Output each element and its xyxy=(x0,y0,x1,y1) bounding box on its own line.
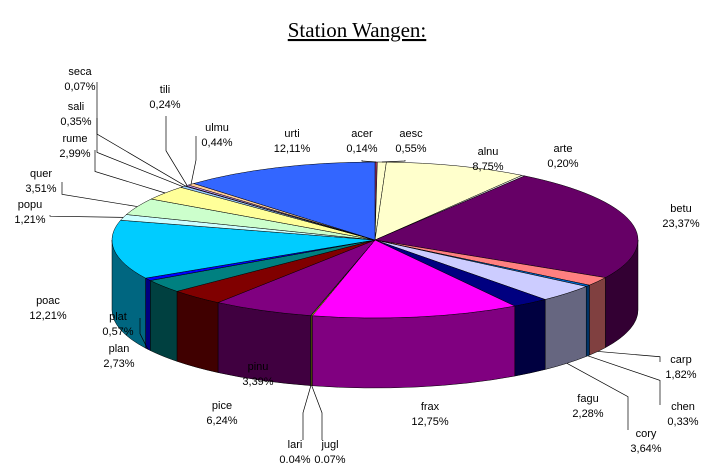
slice-label: rume xyxy=(62,133,87,145)
slice-label: urti xyxy=(284,128,299,140)
leader-line xyxy=(96,82,186,187)
slice-label: seca xyxy=(68,66,92,78)
slice-value-label: 12,21% xyxy=(29,310,67,322)
slice-value-label: 8,75% xyxy=(472,161,503,173)
pie-side xyxy=(589,277,606,356)
slice-label: frax xyxy=(421,401,440,413)
slice-value-label: 3,64% xyxy=(630,443,661,455)
slice-label: pinu xyxy=(248,361,269,373)
slice-label: pice xyxy=(212,400,232,412)
slice-value-label: 0,35% xyxy=(60,116,91,128)
slice-label: alnu xyxy=(478,146,499,158)
leader-line xyxy=(381,160,406,163)
leader-line xyxy=(49,215,124,218)
pie-side xyxy=(585,284,590,357)
slice-value-label: 12,75% xyxy=(411,416,449,428)
leader-line xyxy=(94,150,166,194)
leader-line xyxy=(587,355,661,405)
pie-side xyxy=(514,299,546,377)
leader-line xyxy=(361,160,377,163)
leader-line xyxy=(190,136,197,185)
slice-value-label: 1,21% xyxy=(14,214,45,226)
slice-label: tili xyxy=(160,84,170,96)
slice-value-label: 3,39% xyxy=(242,376,273,388)
slice-label: lari xyxy=(288,439,303,451)
slice-label: ulmu xyxy=(205,122,229,134)
slice-label: chen xyxy=(671,401,695,413)
slice-value-label: 3,51% xyxy=(25,183,56,195)
pie-side xyxy=(217,302,311,386)
leader-line xyxy=(165,116,188,186)
slice-value-label: 2,73% xyxy=(103,358,134,370)
chart-title: Station Wangen: xyxy=(288,18,427,42)
leader-line xyxy=(311,385,323,440)
slice-value-label: 0.07% xyxy=(314,454,345,465)
slice-label: poac xyxy=(36,295,60,307)
pie-slice xyxy=(192,161,376,241)
slice-label: arte xyxy=(554,143,573,155)
slice-label: betu xyxy=(670,203,691,215)
pie-side xyxy=(544,286,587,370)
slice-label: aesc xyxy=(399,128,423,140)
slice-label: acer xyxy=(351,128,373,140)
slice-label: quer xyxy=(30,168,52,180)
slice-value-label: 0,24% xyxy=(149,99,180,111)
pie-side xyxy=(145,277,151,351)
slice-label: plan xyxy=(109,343,130,355)
slice-value-label: 6,24% xyxy=(206,415,237,427)
slice-label: fagu xyxy=(577,393,598,405)
pie-side xyxy=(176,290,219,373)
slice-value-label: 2,99% xyxy=(59,148,90,160)
slice-value-label: 0,57% xyxy=(102,326,133,338)
slice-value-label: 12,11% xyxy=(274,143,311,155)
slice-label: plat xyxy=(109,311,127,323)
slice-value-label: 0,55% xyxy=(395,143,426,155)
leader-line xyxy=(302,385,312,440)
slice-label: sali xyxy=(68,101,85,113)
leader-line xyxy=(139,318,149,350)
slice-value-label: 0,33% xyxy=(667,416,698,428)
pie-side xyxy=(150,280,178,362)
pie-slice xyxy=(374,175,639,278)
slice-label: jugl xyxy=(320,439,338,451)
leader-line xyxy=(566,363,629,430)
slice-label: popu xyxy=(18,199,42,211)
pie-side xyxy=(312,305,516,389)
slice-value-label: 2,28% xyxy=(572,408,603,420)
slice-value-label: 0.04% xyxy=(279,454,310,465)
pie-slice xyxy=(311,239,516,319)
leader-line xyxy=(597,351,661,362)
pie-slice xyxy=(374,161,523,241)
slice-label: carp xyxy=(670,354,691,366)
slice-value-label: 0,07% xyxy=(64,81,95,93)
slice-value-label: 0,20% xyxy=(547,158,578,170)
slice-value-label: 0,14% xyxy=(346,143,377,155)
slice-value-label: 23,37% xyxy=(662,218,700,230)
slice-value-label: 0,44% xyxy=(201,137,232,149)
slice-label: cory xyxy=(636,428,657,440)
leader-line xyxy=(61,182,138,207)
pie-slice xyxy=(111,219,376,279)
slice-value-label: 1,82% xyxy=(665,369,696,381)
